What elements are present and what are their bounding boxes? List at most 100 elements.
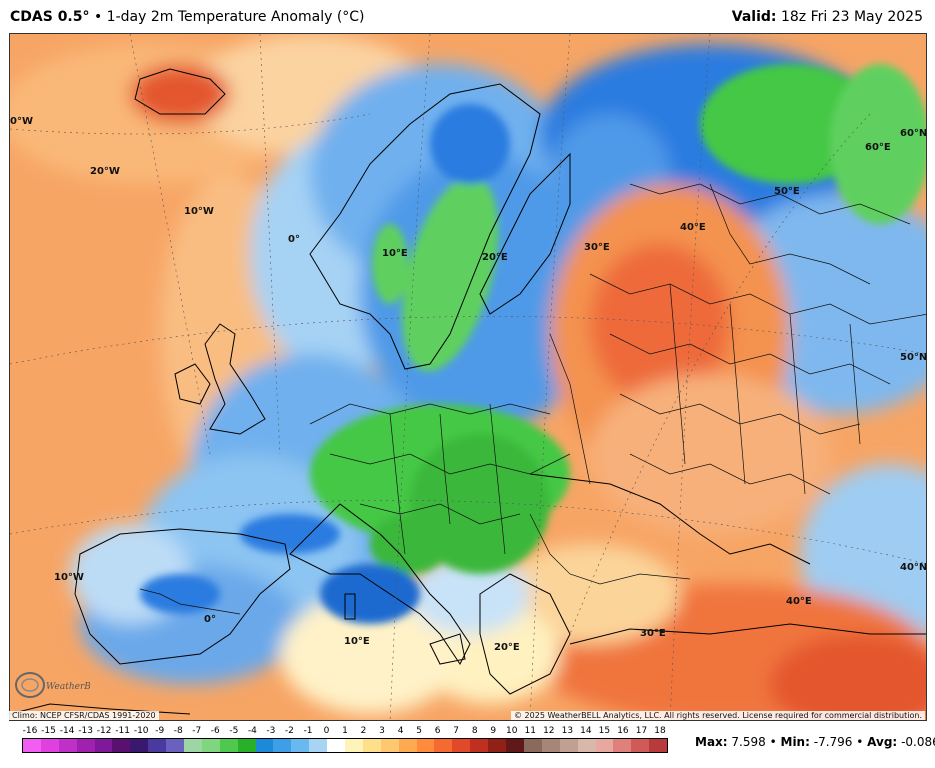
colorbar-cell bbox=[416, 739, 435, 752]
lat-label-60n: 60°N bbox=[900, 128, 927, 139]
colorbar-tick-label: -15 bbox=[41, 726, 56, 736]
map-title: CDAS 0.5° • 1-day 2m Temperature Anomaly… bbox=[10, 9, 365, 25]
colorbar-cell bbox=[148, 739, 167, 752]
colorbar-cell bbox=[488, 739, 507, 752]
colorbar-tick-label: -11 bbox=[115, 726, 130, 736]
colorbar-cell bbox=[631, 739, 650, 752]
colorbar-tick-label: -4 bbox=[247, 726, 257, 736]
lon-label-40e-south: 40°E bbox=[786, 596, 812, 607]
colorbar-cell bbox=[94, 739, 113, 752]
colorbar-tick-label: 3 bbox=[379, 726, 385, 736]
lon-label-20e: 20°E bbox=[482, 252, 508, 263]
lon-label-20w: 20°W bbox=[90, 166, 120, 177]
max-value: 7.598 bbox=[731, 735, 766, 749]
colorbar-tick-label: 0 bbox=[323, 726, 330, 736]
avg-label: Avg: bbox=[867, 735, 898, 749]
colorbar-cell bbox=[506, 739, 524, 752]
valid-label: Valid: bbox=[731, 9, 777, 25]
colorbar-tick-label: 10 bbox=[506, 726, 518, 736]
colorbar-cell bbox=[291, 739, 310, 752]
colorbar-tick-label: 15 bbox=[598, 726, 611, 736]
colorbar-cell bbox=[219, 739, 238, 752]
colorbar-cell bbox=[23, 739, 41, 752]
colorbar-tick-label: -1 bbox=[303, 726, 313, 736]
colorbar-cell bbox=[166, 739, 185, 752]
lon-label-10e-south: 10°E bbox=[344, 636, 370, 647]
colorbar-tick-label: -14 bbox=[59, 726, 75, 736]
colorbar-cell bbox=[380, 739, 399, 752]
colorbar-cell bbox=[76, 739, 95, 752]
colorbar-tick-label: -16 bbox=[22, 726, 38, 736]
model-name: CDAS 0.5° bbox=[10, 9, 90, 25]
colorbar-cell bbox=[327, 739, 346, 752]
colorbar-cell bbox=[58, 739, 77, 752]
colorbar-tick-label: 17 bbox=[635, 726, 648, 736]
valid-time: Valid: 18z Fri 23 May 2025 bbox=[732, 9, 923, 25]
colorbar-cell bbox=[559, 739, 578, 752]
lon-label-60e: 60°E bbox=[865, 142, 891, 153]
avg-value: -0.086 bbox=[901, 735, 935, 749]
climo-note: Climo: NCEP CFSR/CDAS 1991-2020 bbox=[9, 711, 159, 720]
colorbar-cell bbox=[595, 739, 614, 752]
colorbar-tick-label: 6 bbox=[434, 726, 441, 736]
colorbar-cell bbox=[273, 739, 292, 752]
colorbar-tick-label: 2 bbox=[360, 726, 367, 736]
colorbar-tick-label: 1 bbox=[342, 726, 348, 736]
colorbar-tick-label: 11 bbox=[524, 726, 537, 736]
colorbar-cell bbox=[434, 739, 453, 752]
colorbar-tick-label: 14 bbox=[580, 726, 592, 736]
graticule bbox=[10, 34, 926, 720]
colorbar-tick-label: 7 bbox=[453, 726, 460, 736]
colorbar-cell bbox=[362, 739, 381, 752]
product-name: 1-day 2m Temperature Anomaly (°C) bbox=[106, 9, 365, 25]
lon-label-0: 0° bbox=[288, 234, 300, 245]
colorbar-tick-label: 5 bbox=[416, 726, 422, 736]
colorbar bbox=[22, 738, 668, 753]
svg-text:WeatherBELL: WeatherBELL bbox=[46, 682, 90, 692]
colorbar-tick-label: 13 bbox=[561, 726, 574, 736]
coastlines bbox=[10, 68, 926, 715]
lon-label-10e: 10°E bbox=[382, 248, 408, 259]
colorbar-tick-label: -6 bbox=[210, 726, 220, 736]
colorbar-tick-label: 16 bbox=[617, 726, 629, 736]
colorbar-cell bbox=[130, 739, 149, 752]
colorbar-cell bbox=[112, 739, 131, 752]
colorbar-tick-label: -3 bbox=[266, 726, 276, 736]
colorbar-tick-label: 8 bbox=[471, 726, 478, 736]
colorbar-tick-label: -12 bbox=[96, 726, 112, 736]
anomaly-cold-cores bbox=[140, 64, 926, 624]
anomaly-map[interactable]: 0°W 20°W 10°W 0° 10°E 20°E 30°E 40°E 50°… bbox=[9, 33, 927, 721]
max-label: Max: bbox=[695, 735, 728, 749]
colorbar-tick-label: -10 bbox=[133, 726, 149, 736]
colorbar-cell bbox=[255, 739, 274, 752]
colorbar-cell bbox=[613, 739, 632, 752]
colorbar-cell bbox=[523, 739, 542, 752]
colorbar-cell bbox=[237, 739, 256, 752]
weatherbell-logo: WeatherBELL bbox=[15, 672, 90, 698]
colorbar-cell bbox=[201, 739, 220, 752]
lon-label-30e-south: 30°E bbox=[640, 628, 666, 639]
min-label: Min: bbox=[780, 735, 810, 749]
title-separator: • bbox=[93, 9, 103, 25]
colorbar-tick-label: -2 bbox=[284, 726, 294, 736]
colorbar-cell bbox=[452, 739, 471, 752]
colorbar-cell bbox=[184, 739, 202, 752]
colorbar-cell bbox=[309, 739, 328, 752]
colorbar-cell bbox=[649, 739, 668, 752]
colorbar-cell bbox=[345, 739, 363, 752]
lon-label-0-south: 0° bbox=[204, 614, 216, 625]
colorbar-ticks: -16 -15 -14 -13 -12 -11 -10 -9 -8 -7 -6 -5 -4 -3 -2 -1 0… bbox=[22, 726, 668, 738]
header-bar: CDAS 0.5° • 1-day 2m Temperature Anomaly… bbox=[0, 0, 935, 32]
colorbar-tick-label: -5 bbox=[229, 726, 239, 736]
lon-label-10w: 10°W bbox=[184, 206, 214, 217]
min-value: -7.796 bbox=[813, 735, 853, 749]
country-borders bbox=[139, 183, 926, 615]
colorbar-cell bbox=[398, 739, 417, 752]
colorbar-tick-label: -9 bbox=[155, 726, 165, 736]
colorbar-cell bbox=[541, 739, 560, 752]
field-stats: Max: 7.598 • Min: -7.796 • Avg: -0.086 bbox=[695, 735, 935, 749]
graticule-labels: 0°W 20°W 10°W 0° 10°E 20°E 30°E 40°E 50°… bbox=[10, 116, 927, 653]
map-canvas: 0°W 20°W 10°W 0° 10°E 20°E 30°E 40°E 50°… bbox=[10, 34, 927, 720]
colorbar-tick-label: 18 bbox=[654, 726, 666, 736]
colorbar-tick-label: 9 bbox=[490, 726, 497, 736]
